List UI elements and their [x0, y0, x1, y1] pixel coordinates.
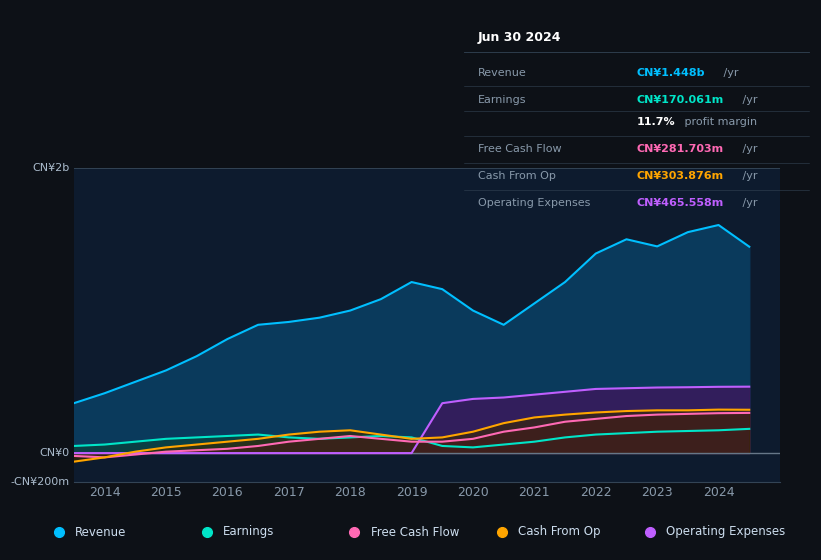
Text: /yr: /yr: [739, 144, 757, 155]
Text: CN¥170.061m: CN¥170.061m: [636, 95, 723, 105]
Text: CN¥0: CN¥0: [39, 448, 70, 458]
Text: Jun 30 2024: Jun 30 2024: [478, 31, 562, 44]
Text: CN¥303.876m: CN¥303.876m: [636, 171, 723, 181]
Text: 11.7%: 11.7%: [636, 118, 675, 128]
Text: /yr: /yr: [739, 95, 757, 105]
Text: CN¥2b: CN¥2b: [33, 163, 70, 173]
Text: Operating Expenses: Operating Expenses: [478, 198, 590, 208]
Text: Free Cash Flow: Free Cash Flow: [370, 525, 459, 539]
Text: Cash From Op: Cash From Op: [518, 525, 601, 539]
Text: /yr: /yr: [720, 68, 739, 78]
Text: /yr: /yr: [739, 171, 757, 181]
Text: -CN¥200m: -CN¥200m: [11, 477, 70, 487]
Text: Revenue: Revenue: [478, 68, 526, 78]
Text: Cash From Op: Cash From Op: [478, 171, 556, 181]
Text: Earnings: Earnings: [222, 525, 274, 539]
Text: /yr: /yr: [739, 198, 757, 208]
Text: Free Cash Flow: Free Cash Flow: [478, 144, 562, 155]
Text: CN¥1.448b: CN¥1.448b: [636, 68, 704, 78]
Text: Operating Expenses: Operating Expenses: [666, 525, 786, 539]
Text: profit margin: profit margin: [681, 118, 757, 128]
Text: Earnings: Earnings: [478, 95, 526, 105]
Text: CN¥281.703m: CN¥281.703m: [636, 144, 723, 155]
Text: CN¥465.558m: CN¥465.558m: [636, 198, 723, 208]
Text: Revenue: Revenue: [75, 525, 126, 539]
